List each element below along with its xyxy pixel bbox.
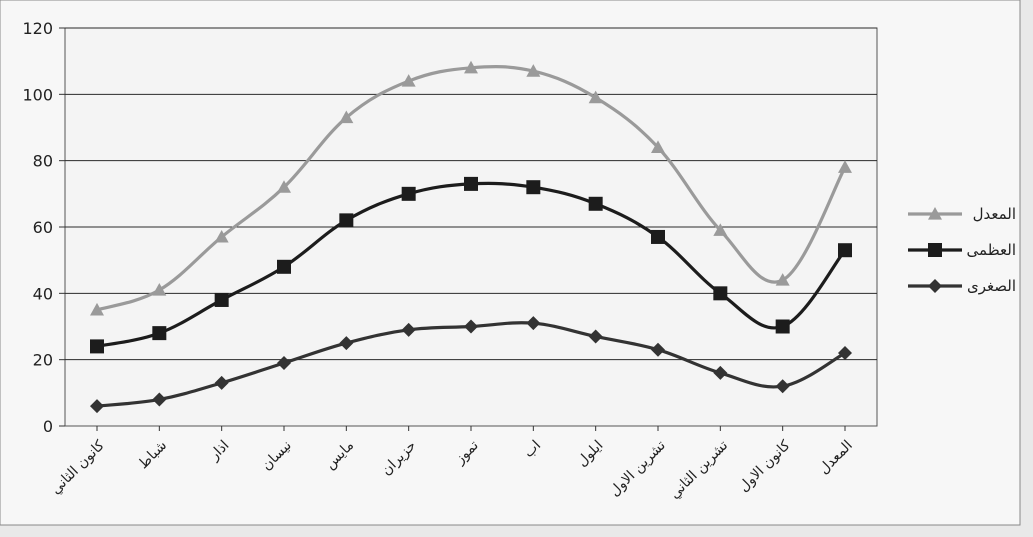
y-tick-label: 100 bbox=[22, 85, 53, 104]
series-1 bbox=[90, 60, 852, 316]
data-point bbox=[214, 375, 229, 390]
legend-label: المعدل bbox=[973, 205, 1016, 223]
legend-swatch-marker bbox=[928, 243, 942, 257]
data-point bbox=[277, 259, 291, 274]
data-point bbox=[775, 273, 790, 286]
legend: المعدل العظمى الصغرى bbox=[908, 205, 1016, 295]
data-point bbox=[401, 74, 416, 87]
data-point bbox=[277, 355, 291, 370]
legend-item: العظمى bbox=[908, 241, 1016, 259]
data-point bbox=[838, 346, 852, 361]
legend-item: الصغرى bbox=[908, 277, 1016, 295]
y-tick-label: 0 bbox=[43, 417, 53, 436]
data-point bbox=[90, 339, 104, 354]
data-point bbox=[464, 60, 478, 74]
data-point bbox=[588, 90, 603, 104]
data-point bbox=[214, 229, 229, 243]
y-tick-label: 20 bbox=[33, 351, 53, 370]
data-point bbox=[401, 186, 416, 201]
data-point bbox=[277, 180, 291, 193]
data-point bbox=[775, 379, 790, 394]
data-point bbox=[152, 326, 167, 341]
series-group bbox=[90, 60, 852, 414]
legend-label: العظمى bbox=[967, 241, 1016, 259]
data-point bbox=[838, 243, 852, 258]
y-tick-label: 80 bbox=[33, 152, 53, 171]
gridlines bbox=[65, 27, 877, 361]
data-point bbox=[214, 292, 229, 307]
data-point bbox=[526, 316, 541, 331]
data-point bbox=[464, 176, 478, 191]
data-point bbox=[651, 229, 665, 244]
series-2 bbox=[90, 176, 852, 354]
data-point bbox=[651, 342, 665, 357]
data-point bbox=[339, 336, 354, 351]
data-point bbox=[588, 329, 603, 344]
y-axis-ticks: 0 20 40 60 80 100 120 bbox=[22, 19, 65, 436]
data-point bbox=[526, 64, 541, 77]
data-point bbox=[339, 213, 354, 228]
data-point bbox=[464, 319, 478, 334]
data-point bbox=[152, 392, 167, 407]
data-point bbox=[838, 160, 852, 173]
legend-item: المعدل bbox=[908, 205, 1016, 223]
y-tick-label: 60 bbox=[33, 218, 53, 237]
legend-swatch-marker bbox=[928, 279, 942, 293]
y-tick-label: 120 bbox=[22, 19, 53, 38]
data-point bbox=[713, 286, 728, 301]
data-point bbox=[713, 223, 728, 236]
data-point bbox=[775, 319, 790, 334]
data-point bbox=[588, 196, 603, 211]
data-point bbox=[713, 365, 728, 380]
y-tick-label: 40 bbox=[33, 284, 53, 303]
data-point bbox=[339, 110, 354, 124]
series-3 bbox=[90, 316, 852, 414]
legend-label: الصغرى bbox=[967, 277, 1016, 295]
data-point bbox=[90, 302, 104, 316]
data-point bbox=[651, 140, 665, 153]
data-point bbox=[401, 322, 416, 337]
legend-swatch-marker bbox=[928, 207, 942, 220]
data-point bbox=[152, 283, 167, 296]
data-point bbox=[90, 399, 104, 414]
data-point bbox=[526, 180, 541, 195]
